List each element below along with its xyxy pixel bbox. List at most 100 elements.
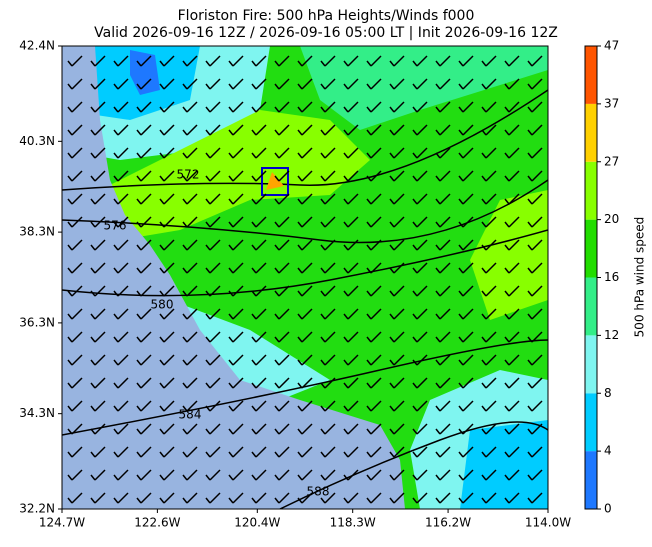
wind-barb (67, 331, 83, 343)
wind-barb (228, 170, 244, 182)
wind-barb (481, 377, 497, 389)
wind-barb (182, 262, 198, 274)
wind-barb (481, 147, 497, 159)
wind-barb (481, 101, 497, 113)
wind-barb (504, 469, 520, 481)
wind-barb (435, 55, 451, 67)
wind-barb (458, 216, 474, 228)
wind-barb (320, 354, 336, 366)
x-tick-label: 118.3W (330, 516, 376, 530)
wind-barb (320, 308, 336, 320)
ocean (62, 46, 405, 509)
wind-barb (412, 446, 428, 458)
colorbar-tick-label: 47 (604, 39, 619, 53)
wind-barb (435, 331, 451, 343)
x-tick-label: 122.6W (134, 516, 180, 530)
wind-barb (113, 262, 129, 274)
wind-barb (90, 285, 106, 297)
wind-barb (67, 377, 83, 389)
wind-barb (435, 446, 451, 458)
wind-barb (320, 469, 336, 481)
wind-barb (297, 377, 313, 389)
title: Floriston Fire: 500 hPa Heights/Winds f0… (178, 8, 475, 24)
wind-barb (90, 400, 106, 412)
wind-barb (527, 170, 543, 182)
wind-barb (274, 55, 290, 67)
wind-barb (343, 124, 359, 136)
wind-barb (527, 446, 543, 458)
wind-barb (205, 193, 221, 205)
x-tick-label: 124.7W (39, 516, 85, 530)
wind-barb (251, 331, 267, 343)
wind-barb (205, 216, 221, 228)
wind-barb (274, 101, 290, 113)
wind-barb (113, 492, 129, 504)
wind-barb (67, 285, 83, 297)
wind-barb (182, 101, 198, 113)
wind-barb (274, 400, 290, 412)
wind-barb (228, 147, 244, 159)
wind-barb (435, 239, 451, 251)
wind-barb (504, 285, 520, 297)
wind-barb (412, 308, 428, 320)
wind-barb (481, 331, 497, 343)
wind-barb (389, 308, 405, 320)
wind-barb (481, 78, 497, 90)
wind-barb (320, 193, 336, 205)
wind-barb (297, 124, 313, 136)
wind-barb (527, 308, 543, 320)
wind-barb (274, 423, 290, 435)
wind-barb (412, 331, 428, 343)
wind-barb (458, 446, 474, 458)
wind-barb (136, 331, 152, 343)
wind-barb (274, 469, 290, 481)
wind-barb (504, 377, 520, 389)
wind-barb (527, 101, 543, 113)
wind-barb (159, 193, 175, 205)
wind-barb (504, 262, 520, 274)
wind-barb (228, 55, 244, 67)
x-tick-label: 120.4W (234, 516, 280, 530)
wind-barb (435, 400, 451, 412)
colorbar-tick-label: 27 (604, 154, 619, 168)
wind-barb (389, 262, 405, 274)
wind-barb (412, 377, 428, 389)
wind-barb (412, 124, 428, 136)
wind-barb (481, 193, 497, 205)
wind-barb (113, 101, 129, 113)
wind-barb (297, 262, 313, 274)
wind-barb (527, 469, 543, 481)
wind-barb (343, 216, 359, 228)
wind-barb (366, 147, 382, 159)
y-tick-label: 34.3N (19, 406, 55, 420)
wind-barbs (67, 55, 543, 504)
colorbar-tick-label: 4 (604, 444, 612, 458)
wind-barb (435, 78, 451, 90)
wind-barb (412, 285, 428, 297)
fire-box (261, 167, 289, 196)
wind-barb (458, 147, 474, 159)
wind-barb (205, 239, 221, 251)
wind-barb (251, 400, 267, 412)
wind-barb (159, 124, 175, 136)
wind-barb (228, 423, 244, 435)
wind-barb (136, 400, 152, 412)
wind-barb (274, 331, 290, 343)
wind-barb (458, 193, 474, 205)
wind-barb (205, 147, 221, 159)
wind-barb (297, 147, 313, 159)
wind-barb (159, 262, 175, 274)
wind-barb (481, 469, 497, 481)
wind-barb (228, 78, 244, 90)
wind-barb (67, 239, 83, 251)
wind-barb (159, 147, 175, 159)
wind-barb (67, 262, 83, 274)
wind-barb (504, 78, 520, 90)
wind-barb (251, 124, 267, 136)
wind-barb (412, 423, 428, 435)
wind-barb (458, 400, 474, 412)
wind-barb (435, 216, 451, 228)
wind-barb (366, 239, 382, 251)
wind-barb (205, 78, 221, 90)
wind-barb (481, 354, 497, 366)
